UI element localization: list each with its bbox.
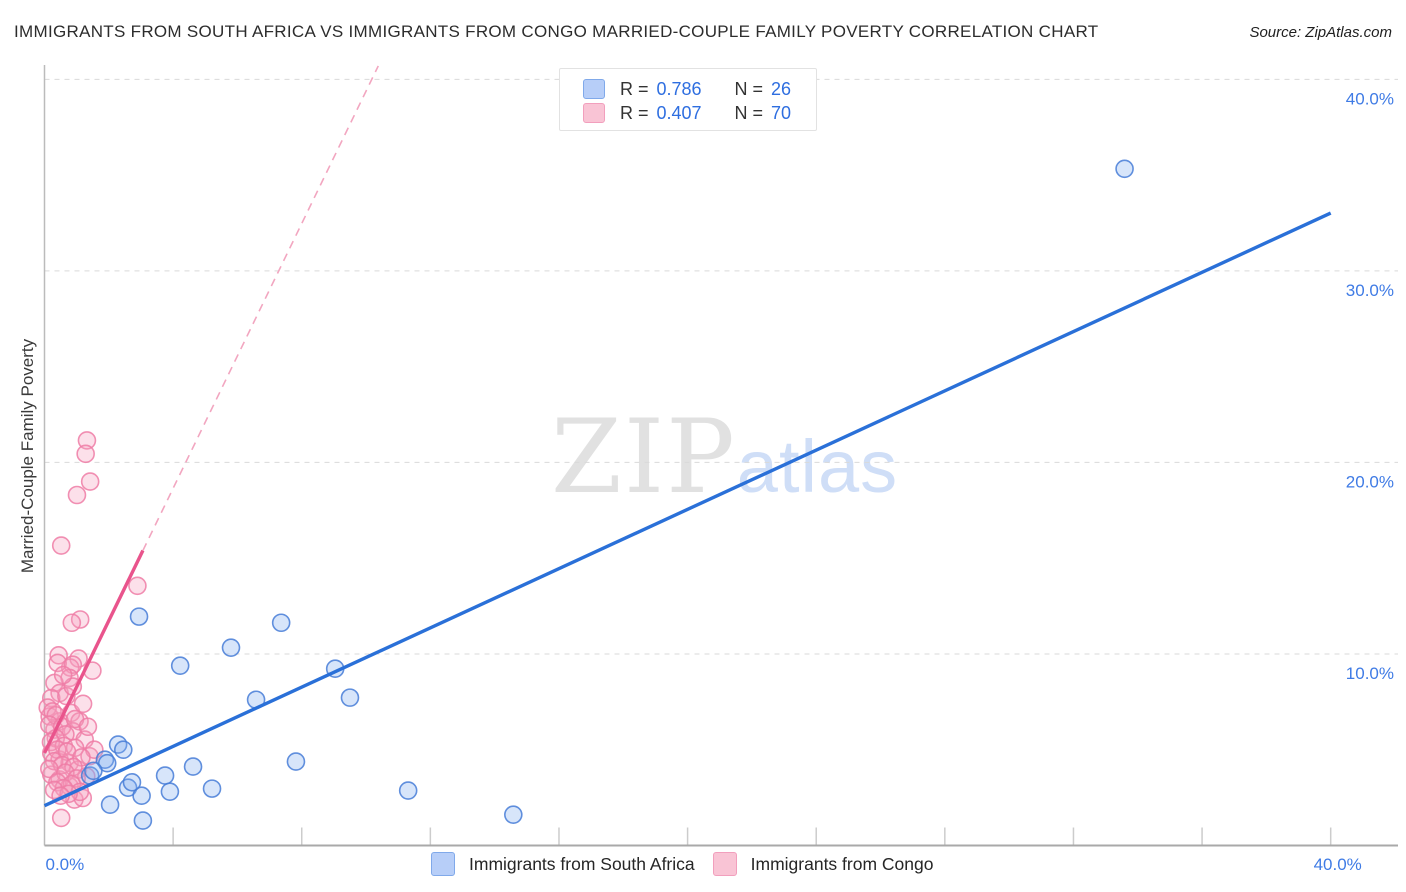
legend-box: R = 0.786 N = 26 R = 0.407 N = 70 [559, 68, 817, 131]
svg-text:30.0%: 30.0% [1346, 281, 1394, 300]
n-label: N = [734, 102, 764, 123]
x-axis-ticks [172, 827, 1332, 846]
n-label: N = [734, 78, 764, 99]
chart-title: IMMIGRANTS FROM SOUTH AFRICA VS IMMIGRAN… [14, 22, 1099, 41]
legend-row-congo: R = 0.407 N = 70 [583, 101, 816, 125]
svg-text:20.0%: 20.0% [1346, 472, 1394, 491]
n-value: 70 [771, 102, 792, 123]
legend-swatch-pink-icon [583, 103, 605, 123]
svg-text:10.0%: 10.0% [1346, 664, 1394, 683]
r-label: R = [620, 102, 649, 123]
series-legend-item-south-africa: Immigrants from South Africa [431, 852, 695, 876]
legend-row-south-africa: R = 0.786 N = 26 [583, 77, 816, 101]
series-legend: Immigrants from South Africa Immigrants … [431, 852, 933, 876]
svg-text:40.0%: 40.0% [1346, 89, 1394, 108]
series-swatch-pink-icon [712, 852, 737, 876]
y-axis-labels: 10.0% 20.0% 30.0% 40.0% [1346, 89, 1394, 683]
source-label: Source: ZipAtlas.com [1249, 24, 1392, 41]
svg-text:40.0%: 40.0% [1314, 855, 1362, 874]
trend-lines [42, 65, 1332, 808]
n-value: 26 [771, 78, 792, 99]
svg-text:0.0%: 0.0% [46, 855, 85, 874]
gridlines [44, 78, 1398, 655]
axes [43, 65, 1398, 847]
r-label: R = [620, 78, 649, 99]
scatter-points-south-africa [80, 159, 1134, 830]
series-label: Immigrants from South Africa [469, 853, 695, 874]
legend-swatch-blue-icon [583, 79, 605, 99]
r-value: 0.786 [656, 78, 702, 99]
series-legend-item-congo: Immigrants from Congo [712, 852, 934, 876]
y-axis-title: Married-Couple Family Poverty [18, 338, 37, 574]
r-value: 0.407 [656, 102, 702, 123]
series-swatch-blue-icon [431, 852, 455, 876]
x-axis-labels: 0.0% 40.0% [46, 855, 1362, 874]
series-label: Immigrants from Congo [750, 853, 934, 874]
